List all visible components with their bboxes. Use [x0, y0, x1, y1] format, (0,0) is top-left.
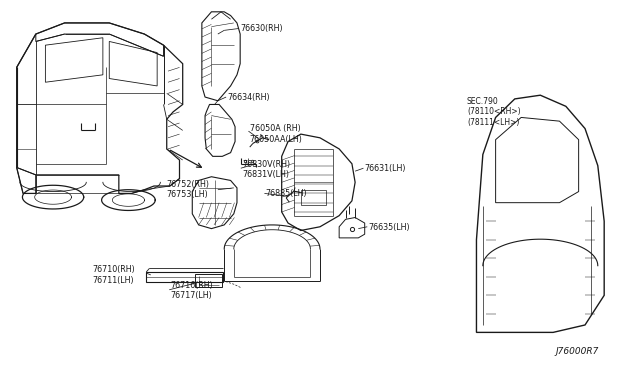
Text: 76710(RH)
76711(LH): 76710(RH) 76711(LH): [92, 265, 135, 285]
Text: 76634(RH): 76634(RH): [227, 93, 270, 102]
Text: 76630(RH): 76630(RH): [240, 24, 283, 33]
Text: 76631(LH): 76631(LH): [365, 164, 406, 173]
Text: 76830V(RH)
76831V(LH): 76830V(RH) 76831V(LH): [242, 160, 290, 179]
Text: 76716(RH)
76717(LH): 76716(RH) 76717(LH): [171, 281, 213, 300]
Text: 76752(RH)
76753(LH): 76752(RH) 76753(LH): [167, 180, 210, 199]
Text: SEC.790
(78110<RH>)
(78111<LH>): SEC.790 (78110<RH>) (78111<LH>): [467, 97, 520, 127]
Text: 76635(LH): 76635(LH): [369, 223, 410, 232]
Text: 76050A (RH)
76050AA(LH): 76050A (RH) 76050AA(LH): [250, 124, 303, 144]
Text: 76885(LH): 76885(LH): [266, 189, 307, 198]
Text: J76000R7: J76000R7: [555, 347, 598, 356]
